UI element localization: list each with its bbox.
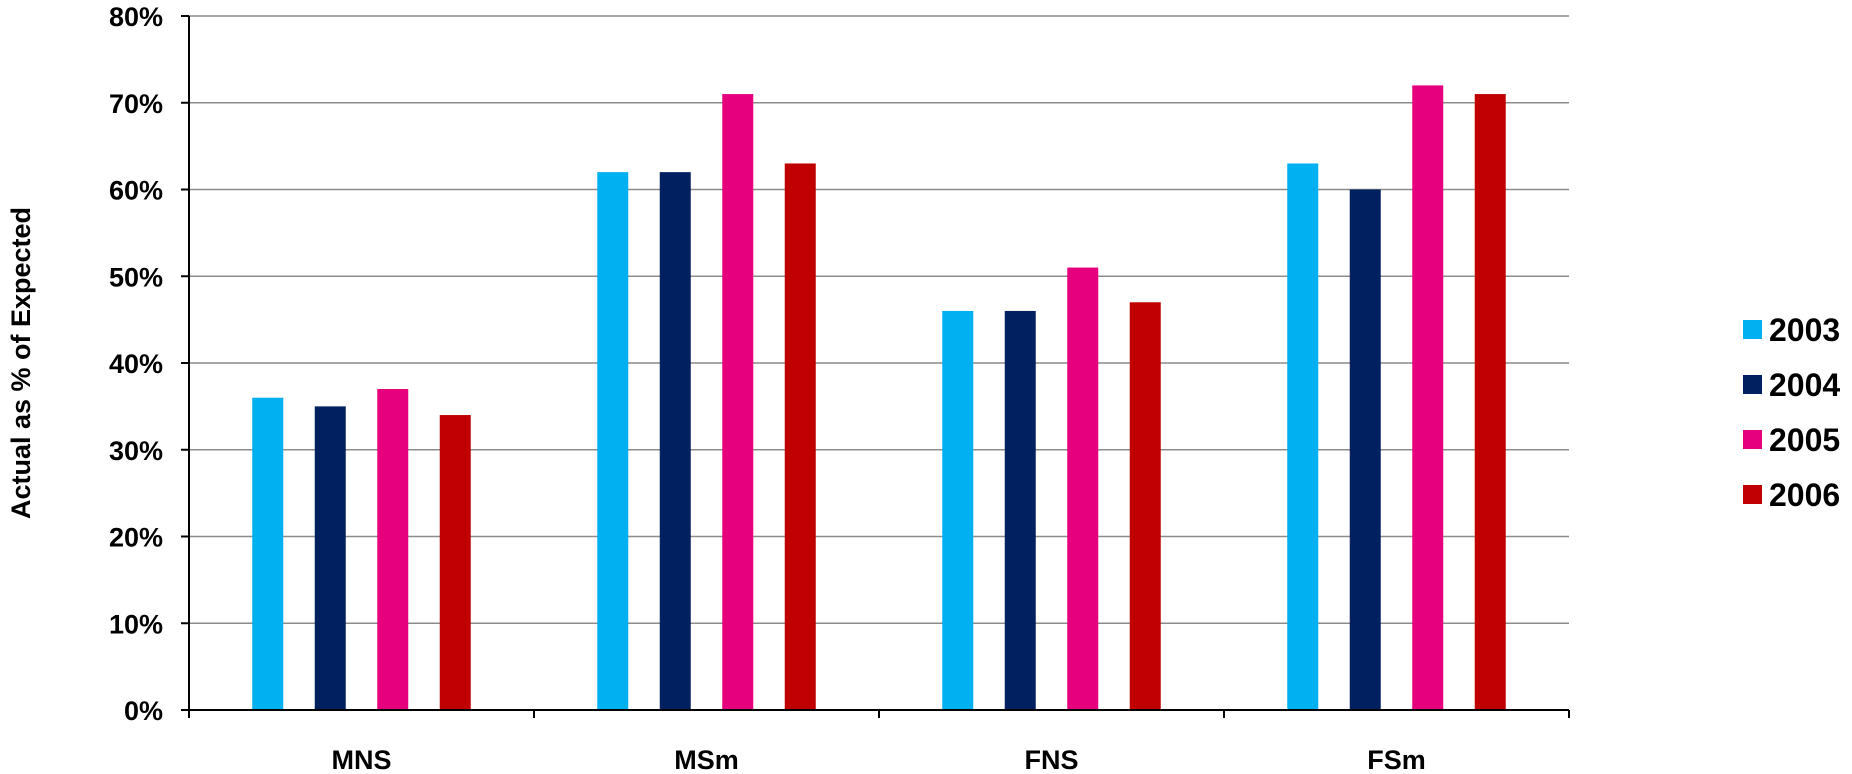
bar-fns-2005	[1067, 267, 1099, 710]
bar-mns-2004	[314, 406, 346, 710]
bar-fns-2006	[1129, 302, 1161, 710]
y-tick-labels: 0% 10% 20% 30% 40% 50% 60% 70% 80%	[109, 2, 163, 726]
bar-mns-2003	[252, 397, 284, 710]
x-category-label: FSm	[1367, 745, 1426, 774]
bar-fsm-2005	[1412, 85, 1444, 710]
bar-mns-2006	[439, 415, 471, 710]
x-category-label: MNS	[332, 745, 392, 774]
legend-swatch-2006	[1743, 485, 1762, 504]
y-tick-label: 20%	[109, 523, 163, 553]
bar-fsm-2004	[1349, 189, 1381, 710]
gridlines	[189, 15, 1569, 624]
y-tick-label: 0%	[124, 696, 163, 726]
bar-fns-2003	[942, 310, 974, 710]
y-tick-label: 30%	[109, 436, 163, 466]
y-tick-label: 80%	[109, 2, 163, 32]
bar-msm-2004	[659, 172, 691, 710]
legend-label-2003: 2003	[1769, 312, 1840, 348]
legend: 2003 2004 2005 2006	[1743, 312, 1840, 513]
bar-fsm-2003	[1287, 163, 1319, 711]
legend-label-2005: 2005	[1769, 422, 1840, 458]
y-tick-label: 10%	[109, 609, 163, 639]
x-category-label: FNS	[1025, 745, 1079, 774]
legend-label-2004: 2004	[1769, 367, 1840, 403]
legend-swatch-2003	[1743, 320, 1762, 339]
legend-swatch-2005	[1743, 430, 1762, 449]
bar-msm-2003	[597, 172, 629, 710]
y-tick-label: 40%	[109, 349, 163, 379]
x-category-label: MSm	[674, 745, 739, 774]
y-tick-label: 70%	[109, 89, 163, 119]
bar-mns-2005	[377, 389, 409, 710]
y-tick-label: 60%	[109, 176, 163, 206]
x-category-labels: MNS MSm FNS FSm	[332, 745, 1426, 774]
bar-msm-2006	[784, 163, 816, 711]
bars	[252, 85, 1506, 711]
bar-fsm-2006	[1474, 94, 1506, 710]
legend-label-2006: 2006	[1769, 477, 1840, 513]
axes	[181, 15, 1570, 718]
legend-swatch-2004	[1743, 375, 1762, 394]
y-tick-label: 50%	[109, 262, 163, 292]
bar-msm-2005	[722, 94, 754, 710]
bar-fns-2004	[1004, 310, 1036, 710]
y-axis-title: Actual as % of Expected	[6, 207, 36, 519]
